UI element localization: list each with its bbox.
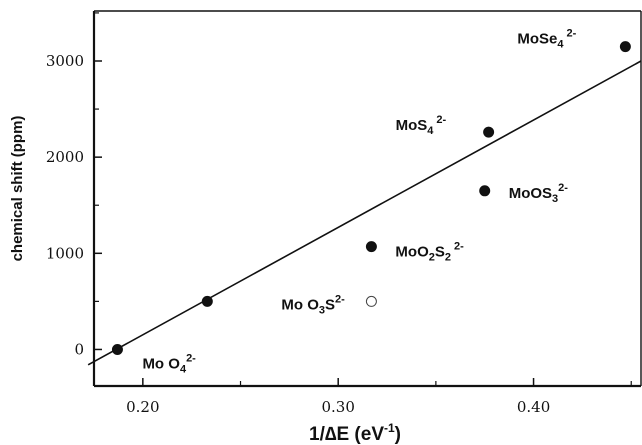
data-points	[111, 41, 631, 355]
data-point-filled	[483, 126, 495, 138]
label-text: S	[325, 296, 335, 313]
x-tick-label: 0.20	[126, 398, 159, 416]
y-tick-label: 0	[74, 340, 84, 358]
x-axis-title: 1/∆E (eV-1)	[309, 421, 401, 445]
label-text: Mo O	[142, 355, 180, 372]
label-superscript: 2-	[436, 114, 446, 126]
fit-line	[87, 60, 642, 366]
label-text: Mo O	[281, 296, 319, 313]
label-subscript: 4	[557, 39, 564, 51]
label-text: MoSe	[517, 31, 557, 48]
data-point-filled	[365, 241, 377, 253]
data-point-open	[365, 295, 377, 307]
label-text: MoO	[395, 244, 429, 261]
data-point-filled	[201, 295, 213, 307]
label-superscript: 2-	[558, 182, 568, 194]
point-label: Mo O42-	[142, 352, 196, 375]
plot-frame	[92, 10, 642, 388]
point-label: MoOS32-	[509, 182, 569, 205]
point-label: Mo O3S2-	[281, 293, 345, 316]
data-point-filled	[111, 343, 123, 355]
x-tick-label: 0.30	[321, 398, 354, 416]
label-subscript: 3	[552, 193, 558, 205]
label-superscript: 2-	[186, 352, 196, 364]
point-label: MoSe42-	[517, 28, 576, 51]
point-label: MoO2S22-	[395, 241, 464, 264]
label-text: S	[435, 244, 445, 261]
label-subscript: 4	[180, 363, 187, 375]
x-title-main: 1/∆E (eV	[309, 424, 384, 445]
y-axis-title: chemical shift (ppm)	[9, 116, 26, 262]
label-text: MoS	[396, 117, 428, 134]
data-point-filled	[619, 41, 631, 53]
label-subscript: 2	[445, 252, 451, 264]
label-subscript: 3	[319, 304, 325, 316]
y-tick-label: 2000	[46, 148, 84, 166]
label-superscript: 2-	[454, 241, 464, 253]
x-tick-label: 0.40	[517, 398, 550, 416]
label-superscript: 2-	[567, 28, 577, 40]
label-superscript: 2-	[335, 293, 345, 305]
x-title-close: )	[395, 424, 401, 445]
label-subscript: 2	[429, 252, 435, 264]
x-title-exponent: -1	[384, 421, 395, 435]
point-label: MoS42-	[396, 114, 447, 137]
y-tick-label: 1000	[46, 244, 84, 262]
point-labels: Mo O42-Mo O3S2-MoO2S22-MoOS32-MoS42-MoSe…	[142, 28, 576, 376]
data-point-filled	[479, 185, 491, 197]
label-text: MoOS	[509, 185, 552, 202]
y-tick-label: 3000	[46, 52, 84, 70]
label-subscript: 4	[427, 125, 434, 137]
axis-ticks: 0 1000 2000 3000 0.20 0.30 0.40	[46, 12, 632, 416]
